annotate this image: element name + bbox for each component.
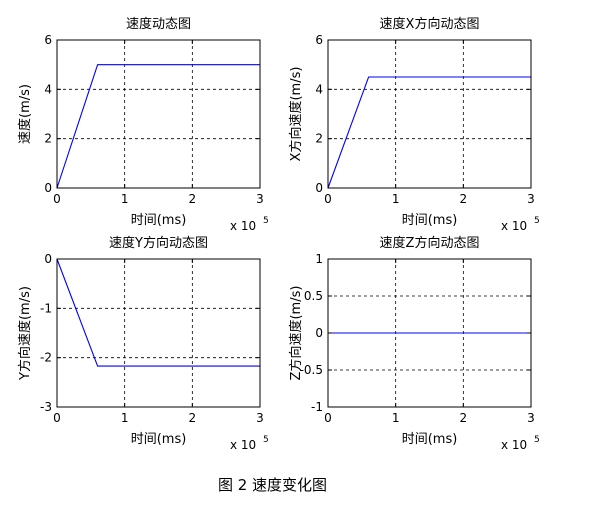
y-tick-label: -0.5	[300, 363, 323, 377]
y-tick-label: 1	[315, 252, 323, 266]
x-tick-label: 0	[53, 192, 61, 206]
chart-title: 速度Z方向动态图	[380, 235, 480, 251]
y-tick-label: 0	[315, 181, 323, 195]
chart-title: 速度X方向动态图	[380, 16, 480, 32]
series-line	[56, 258, 260, 367]
x-exponent: 5	[534, 216, 540, 226]
y-tick-label: 4	[315, 82, 323, 96]
y-tick-label: 2	[44, 132, 52, 146]
x-axis-label: 时间(ms)	[131, 213, 187, 228]
x-axis-label: 时间(ms)	[402, 213, 458, 228]
x-exponent: 5	[263, 435, 269, 445]
x-multiplier: x 10	[501, 219, 527, 233]
x-tick-label: 2	[460, 192, 468, 206]
y-axis-label: X方向速度(m/s)	[288, 67, 304, 162]
x-axis-label: 时间(ms)	[131, 432, 187, 447]
x-exponent: 5	[534, 435, 540, 445]
x-tick-label: 0	[53, 411, 61, 425]
x-tick-label: 1	[121, 411, 129, 425]
figure-caption: 图 2 速度变化图	[217, 476, 328, 494]
y-tick-label: 4	[44, 82, 52, 96]
x-tick-label: 2	[460, 411, 468, 425]
axes-frame	[56, 39, 261, 189]
x-tick-label: 1	[392, 192, 400, 206]
series-line	[327, 76, 531, 189]
y-tick-label: 0	[44, 252, 52, 266]
x-tick-label: 2	[189, 192, 197, 206]
x-tick-label: 3	[256, 192, 264, 206]
axes-frame	[327, 39, 532, 189]
x-multiplier: x 10	[501, 438, 527, 452]
plot-area	[328, 40, 531, 188]
axes-frame	[56, 258, 261, 408]
y-tick-label: 0	[315, 326, 323, 340]
plot-area	[57, 259, 260, 407]
chart-title: 速度动态图	[126, 16, 191, 32]
x-tick-label: 2	[189, 411, 197, 425]
chart-title: 速度Y方向动态图	[109, 235, 208, 251]
x-tick-label: 3	[527, 411, 535, 425]
x-tick-label: 3	[256, 411, 264, 425]
y-tick-label: 2	[315, 132, 323, 146]
y-tick-label: 0.5	[304, 289, 323, 303]
x-tick-label: 0	[324, 411, 332, 425]
y-tick-label: -1	[40, 301, 52, 315]
y-axis-label: Z方向速度(m/s)	[288, 286, 304, 381]
series-line	[56, 64, 260, 189]
y-tick-label: -3	[40, 400, 52, 414]
plot-area	[57, 40, 260, 188]
x-exponent: 5	[263, 216, 269, 226]
y-axis-label: Y方向速度(m/s)	[17, 286, 33, 381]
x-tick-label: 0	[324, 192, 332, 206]
y-tick-label: -2	[40, 351, 52, 365]
y-tick-label: 0	[44, 181, 52, 195]
x-axis-label: 时间(ms)	[402, 432, 458, 447]
x-tick-label: 3	[527, 192, 535, 206]
x-multiplier: x 10	[230, 219, 256, 233]
y-tick-label: -1	[311, 400, 323, 414]
x-tick-label: 1	[392, 411, 400, 425]
y-axis-label: 速度(m/s)	[17, 84, 33, 144]
y-tick-label: 6	[315, 33, 323, 47]
y-tick-label: 6	[44, 33, 52, 47]
x-multiplier: x 10	[230, 438, 256, 452]
x-tick-label: 1	[121, 192, 129, 206]
